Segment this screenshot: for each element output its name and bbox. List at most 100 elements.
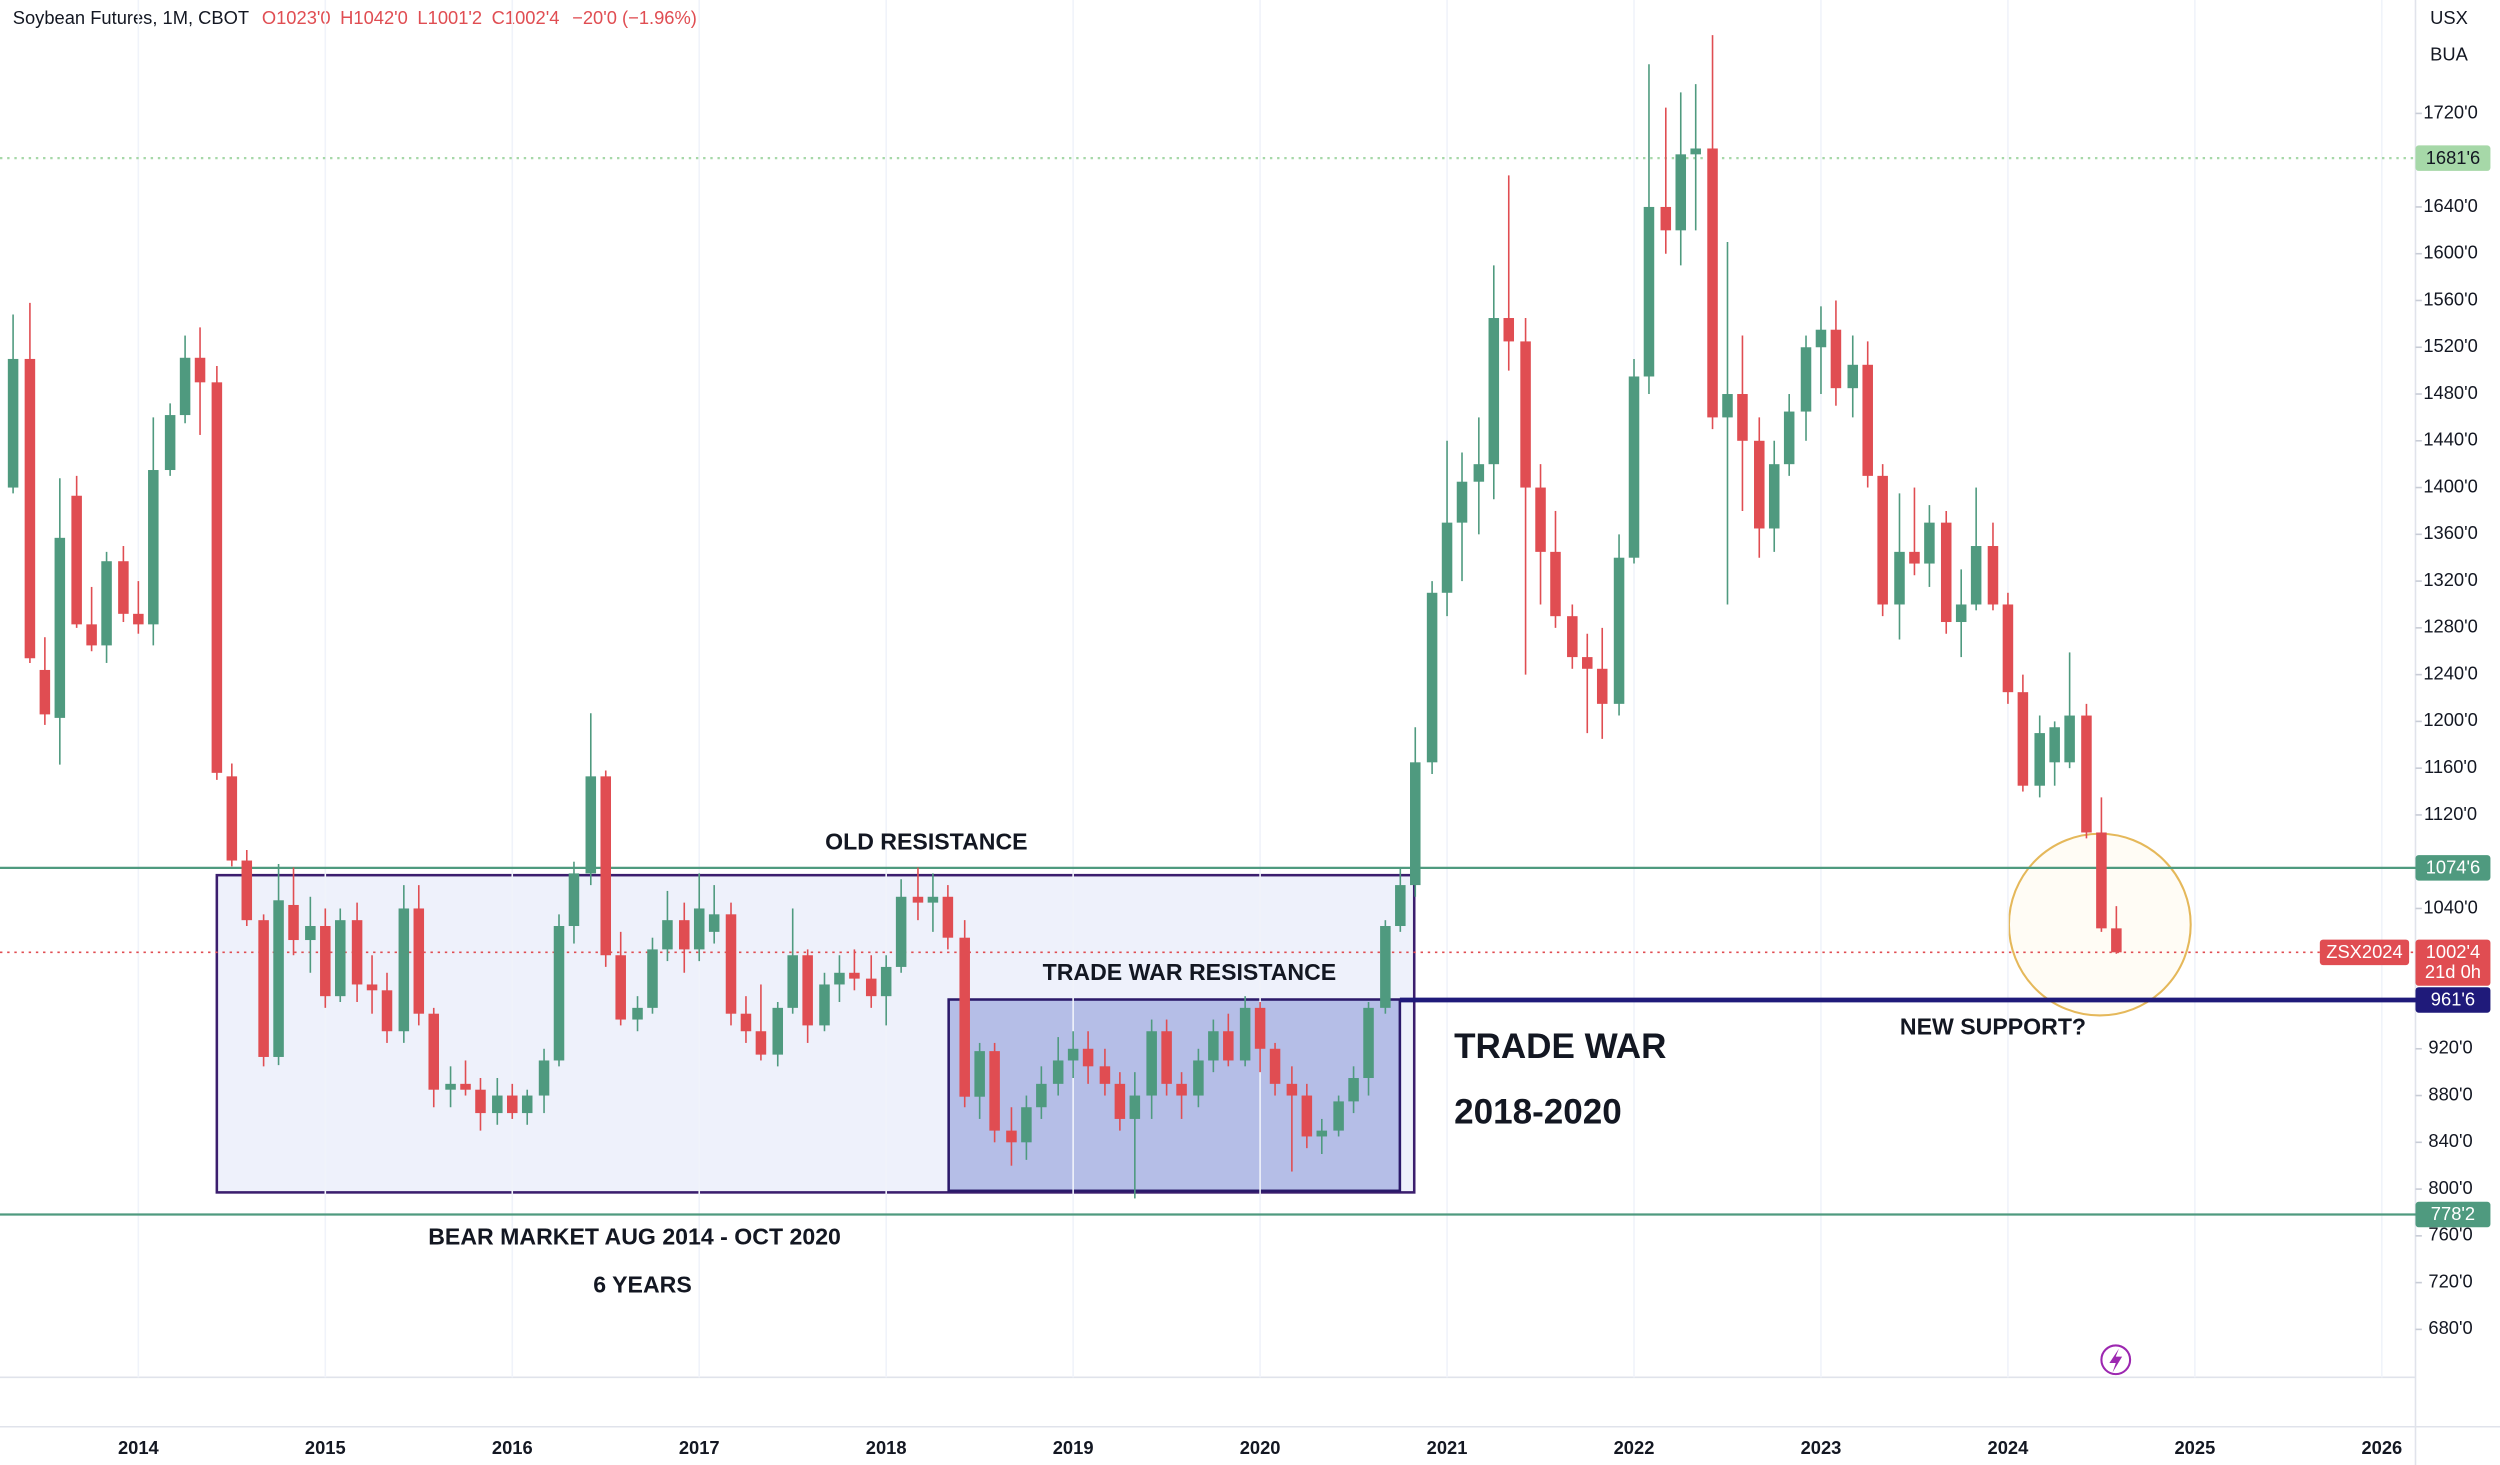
candle-body: [2081, 715, 2092, 833]
candle-body: [1223, 1031, 1234, 1061]
header-low: L1001'2: [417, 7, 482, 28]
candle-body: [1909, 551, 1920, 564]
candle-body: [755, 1031, 767, 1055]
x-tick-label: 2021: [1427, 1437, 1468, 1458]
candle-body: [475, 1089, 486, 1114]
x-tick-label: 2024: [1988, 1437, 2030, 1458]
trade-war-box: [947, 998, 1402, 1193]
candle-body: [258, 920, 269, 1057]
candle-body: [865, 978, 877, 997]
candle-body: [24, 358, 36, 659]
y-tick-label: 1320'0: [2423, 569, 2477, 590]
candle-body: [1254, 1007, 1266, 1049]
level-tag-label: 1074'6: [2426, 856, 2480, 877]
candle-body: [1426, 592, 1438, 763]
y-tick-label: 1200'0: [2423, 709, 2477, 730]
candle-body: [164, 415, 176, 471]
candle-body: [1441, 522, 1453, 593]
candle-body: [1894, 551, 1905, 605]
level-tag-label: 1681'6: [2426, 147, 2480, 168]
candle-body: [1036, 1083, 1047, 1108]
candle-body: [1940, 522, 1952, 623]
candle-body: [1567, 616, 1578, 658]
level-tag: [2415, 987, 2491, 1013]
candle-body: [632, 1007, 643, 1020]
candle-body: [1176, 1083, 1187, 1096]
candle-body: [1269, 1048, 1281, 1084]
level-tag: [2415, 1201, 2491, 1228]
candle-body: [2064, 715, 2075, 763]
candle-body: [194, 357, 206, 383]
candle-body: [974, 1051, 985, 1097]
y-tick-label: 1640'0: [2423, 195, 2477, 216]
y-tick-label: 1120'0: [2424, 803, 2477, 824]
candle-body: [1395, 885, 1406, 927]
candle-body: [366, 984, 378, 991]
annotation: NEW SUPPORT?: [1900, 1013, 2086, 1039]
header-high: H1042'0: [340, 7, 408, 28]
candle-body: [351, 920, 363, 985]
candle-body: [787, 955, 798, 1008]
candle-body: [320, 926, 331, 997]
candle-body: [273, 900, 284, 1057]
candle-body: [912, 896, 924, 903]
y-tick-label: 1240'0: [2423, 662, 2477, 683]
candle-body: [1052, 1060, 1064, 1084]
candle-body: [1754, 440, 1765, 529]
candle-body: [101, 561, 112, 646]
candle-body: [1815, 329, 1827, 348]
x-tick-label: 2014: [118, 1437, 160, 1458]
candle-body: [1146, 1031, 1157, 1096]
y-tick-label: 840'0: [2428, 1130, 2472, 1151]
x-tick-label: 2025: [2174, 1437, 2215, 1458]
candle-body: [553, 926, 565, 1061]
x-tick-label: 2018: [866, 1437, 907, 1458]
candle-body: [1099, 1066, 1111, 1084]
candle-body: [1643, 206, 1655, 377]
candle-body: [1690, 148, 1701, 155]
candle-body: [428, 1013, 440, 1090]
y-tick-label: 1720'0: [2423, 101, 2477, 122]
candle-body: [148, 470, 159, 625]
candle-body: [226, 776, 238, 861]
y-tick-label: 1600'0: [2423, 242, 2477, 263]
candle-body: [335, 920, 346, 997]
candle-body: [492, 1095, 503, 1114]
candle-body: [1363, 1007, 1374, 1079]
currency: USX: [2430, 7, 2468, 28]
annotation: OLD RESISTANCE: [825, 828, 1027, 854]
candle-body: [1006, 1130, 1017, 1143]
header-open: O1023'0: [262, 7, 331, 28]
annotation: TRADE WAR: [1454, 1027, 1666, 1066]
candle-body: [1520, 341, 1531, 488]
candle-body: [2002, 604, 2014, 693]
y-tick-label: 800'0: [2428, 1177, 2472, 1198]
candle-body: [1707, 148, 1718, 418]
y-tick-label: 1520'0: [2423, 335, 2477, 356]
candle-body: [381, 990, 393, 1032]
candle-body: [179, 357, 191, 416]
candle-body: [585, 776, 597, 874]
candle-body: [662, 920, 673, 950]
candle-body: [1628, 376, 1640, 558]
candle-body: [2017, 692, 2029, 786]
lightning-glyph: [2109, 1348, 2123, 1373]
candle-body: [39, 669, 51, 715]
candle-body: [880, 966, 892, 997]
last-price-tag: [2415, 939, 2491, 986]
y-tick-label: 920'0: [2428, 1037, 2472, 1058]
x-tick-label: 2015: [305, 1437, 346, 1458]
level-tag: [2415, 855, 2491, 881]
x-tick-label: 2023: [1801, 1437, 1842, 1458]
candle-body: [288, 904, 299, 941]
candle-body: [1301, 1095, 1313, 1137]
candle-body: [460, 1083, 471, 1090]
candle-body: [1129, 1095, 1141, 1119]
candle-body: [1660, 206, 1672, 231]
y-tick-label: 680'0: [2428, 1317, 2472, 1338]
candle-body: [725, 914, 737, 1014]
candle-body: [1316, 1130, 1328, 1137]
candle-body: [54, 537, 66, 718]
candle-body: [989, 1051, 1000, 1131]
candle-body: [834, 972, 845, 985]
